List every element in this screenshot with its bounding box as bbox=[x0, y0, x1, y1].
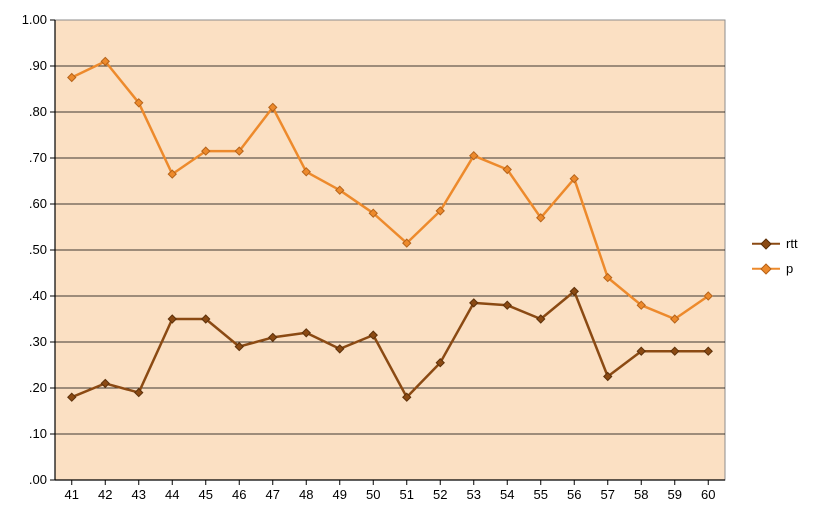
line-chart: .00 .10 .20 .30 .40 .50 .60 .70 .80 .90 1.00 41 42 43… bbox=[0, 0, 825, 522]
chart-container: .00 .10 .20 .30 .40 .50 .60 .70 .80 .90 1.00 41 42 43… bbox=[0, 0, 825, 522]
svg-text:48: 48 bbox=[299, 487, 313, 502]
legend-item-p: p bbox=[752, 261, 798, 276]
svg-text:60: 60 bbox=[701, 487, 715, 502]
svg-text:.90: .90 bbox=[29, 58, 47, 73]
svg-text:.40: .40 bbox=[29, 288, 47, 303]
legend-label: p bbox=[786, 261, 793, 276]
svg-text:41: 41 bbox=[65, 487, 79, 502]
svg-text:52: 52 bbox=[433, 487, 447, 502]
svg-text:.20: .20 bbox=[29, 380, 47, 395]
svg-text:1.00: 1.00 bbox=[22, 12, 47, 27]
svg-text:44: 44 bbox=[165, 487, 179, 502]
legend-label: rtt bbox=[786, 236, 798, 251]
svg-text:.30: .30 bbox=[29, 334, 47, 349]
legend-swatch-rtt bbox=[752, 237, 780, 251]
svg-text:56: 56 bbox=[567, 487, 581, 502]
svg-text:.00: .00 bbox=[29, 472, 47, 487]
svg-text:55: 55 bbox=[534, 487, 548, 502]
svg-text:49: 49 bbox=[333, 487, 347, 502]
svg-text:54: 54 bbox=[500, 487, 514, 502]
svg-text:50: 50 bbox=[366, 487, 380, 502]
legend-item-rtt: rtt bbox=[752, 236, 798, 251]
legend: rtt p bbox=[752, 236, 798, 276]
svg-text:51: 51 bbox=[400, 487, 414, 502]
svg-text:.80: .80 bbox=[29, 104, 47, 119]
svg-text:58: 58 bbox=[634, 487, 648, 502]
svg-text:.10: .10 bbox=[29, 426, 47, 441]
svg-text:57: 57 bbox=[601, 487, 615, 502]
svg-text:59: 59 bbox=[668, 487, 682, 502]
svg-text:53: 53 bbox=[467, 487, 481, 502]
svg-text:43: 43 bbox=[132, 487, 146, 502]
svg-text:.70: .70 bbox=[29, 150, 47, 165]
svg-text:45: 45 bbox=[199, 487, 213, 502]
svg-text:.60: .60 bbox=[29, 196, 47, 211]
svg-text:46: 46 bbox=[232, 487, 246, 502]
legend-swatch-p bbox=[752, 262, 780, 276]
svg-text:.50: .50 bbox=[29, 242, 47, 257]
svg-text:47: 47 bbox=[266, 487, 280, 502]
svg-text:42: 42 bbox=[98, 487, 112, 502]
